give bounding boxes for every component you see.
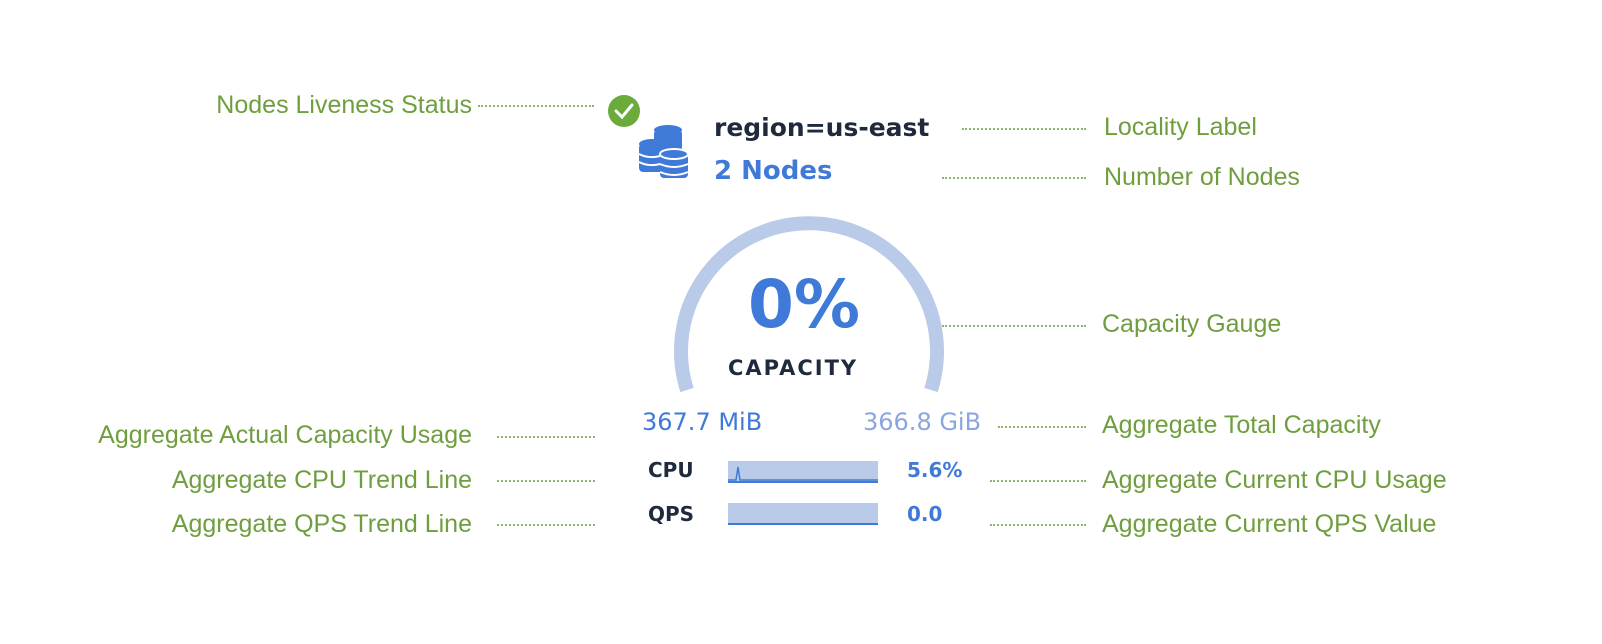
cpu-trend-line <box>728 461 878 483</box>
annotation-gauge: Capacity Gauge <box>1102 310 1282 338</box>
database-stack-icon <box>638 125 689 178</box>
annotation-cpu-current: Aggregate Current CPU Usage <box>1102 466 1447 494</box>
annotation-node-count: Number of Nodes <box>1104 163 1300 191</box>
qps-label: QPS <box>648 502 695 526</box>
leader-line <box>497 524 595 526</box>
cpu-value: 5.6% <box>907 458 963 482</box>
annotation-actual-usage: Aggregate Actual Capacity Usage <box>98 421 472 449</box>
leader-line <box>990 524 1086 526</box>
capacity-label: CAPACITY <box>728 356 859 380</box>
leader-line <box>497 480 595 482</box>
capacity-gauge <box>674 216 944 393</box>
annotation-liveness: Nodes Liveness Status <box>216 91 472 119</box>
annotation-cpu-trend: Aggregate CPU Trend Line <box>171 466 472 494</box>
annotation-locality: Locality Label <box>1104 113 1257 141</box>
leader-line <box>962 128 1086 130</box>
node-count[interactable]: 2 Nodes <box>714 156 833 186</box>
leader-line <box>478 105 594 107</box>
leader-line <box>990 480 1086 482</box>
capacity-percent: 0% <box>748 266 861 343</box>
leader-line <box>942 177 1086 179</box>
total-capacity: 366.8 GiB <box>863 408 982 436</box>
leader-line <box>942 325 1086 327</box>
locality-label: region=us-east <box>714 113 930 142</box>
liveness-check-icon <box>608 95 640 127</box>
annotation-qps-current: Aggregate Current QPS Value <box>1102 510 1437 538</box>
qps-trend-line <box>728 503 878 525</box>
leader-line <box>497 436 595 438</box>
used-capacity: 367.7 MiB <box>642 408 763 436</box>
cpu-label: CPU <box>648 458 694 482</box>
annotation-total-capacity: Aggregate Total Capacity <box>1102 411 1381 439</box>
qps-value: 0.0 <box>907 502 943 526</box>
annotation-qps-trend: Aggregate QPS Trend Line <box>171 510 472 538</box>
leader-line <box>998 426 1086 428</box>
